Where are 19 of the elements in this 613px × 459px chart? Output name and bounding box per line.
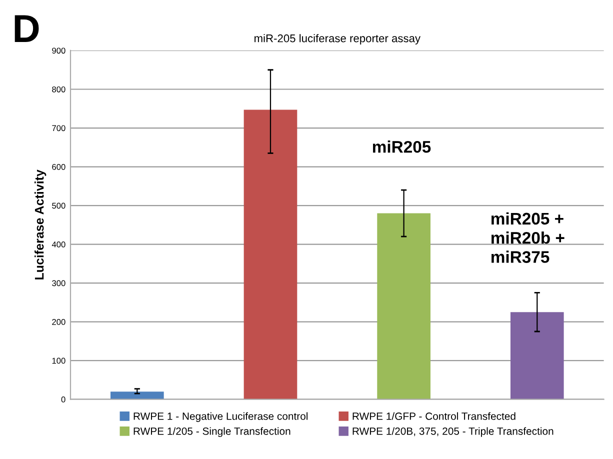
y-tick-label: 900 — [52, 48, 66, 54]
legend-label: RWPE 1 - Negative Luciferase control — [134, 412, 308, 422]
y-tick-label: 200 — [52, 319, 66, 325]
legend-label: RWPE 1/GFP - Control Transfected — [352, 412, 516, 420]
y-tick-label: 800 — [52, 86, 66, 92]
y-tick-label: 100 — [52, 358, 66, 364]
y-axis-title: Luciferase Activity — [34, 170, 46, 280]
annotation: miR205 — [372, 140, 431, 153]
y-tick-label: 700 — [52, 125, 66, 132]
y-tick-label: 500 — [52, 202, 66, 209]
legend-label: RWPE 1/20B, 375, 205 - Triple Transfection — [352, 427, 554, 437]
text: D — [14, 15, 39, 42]
y-tick-label: 300 — [52, 280, 66, 286]
chart-title: miR-205 luciferase reporter assay — [254, 34, 420, 44]
legend-label: RWPE 1/205 - Single Transfection — [134, 427, 290, 437]
y-tick-label: 400 — [52, 241, 66, 248]
annotation: miR205 + miR20b + miR375 — [492, 212, 564, 263]
y-tick-label: 0 — [61, 396, 66, 402]
y-tick-label: 600 — [52, 164, 66, 170]
